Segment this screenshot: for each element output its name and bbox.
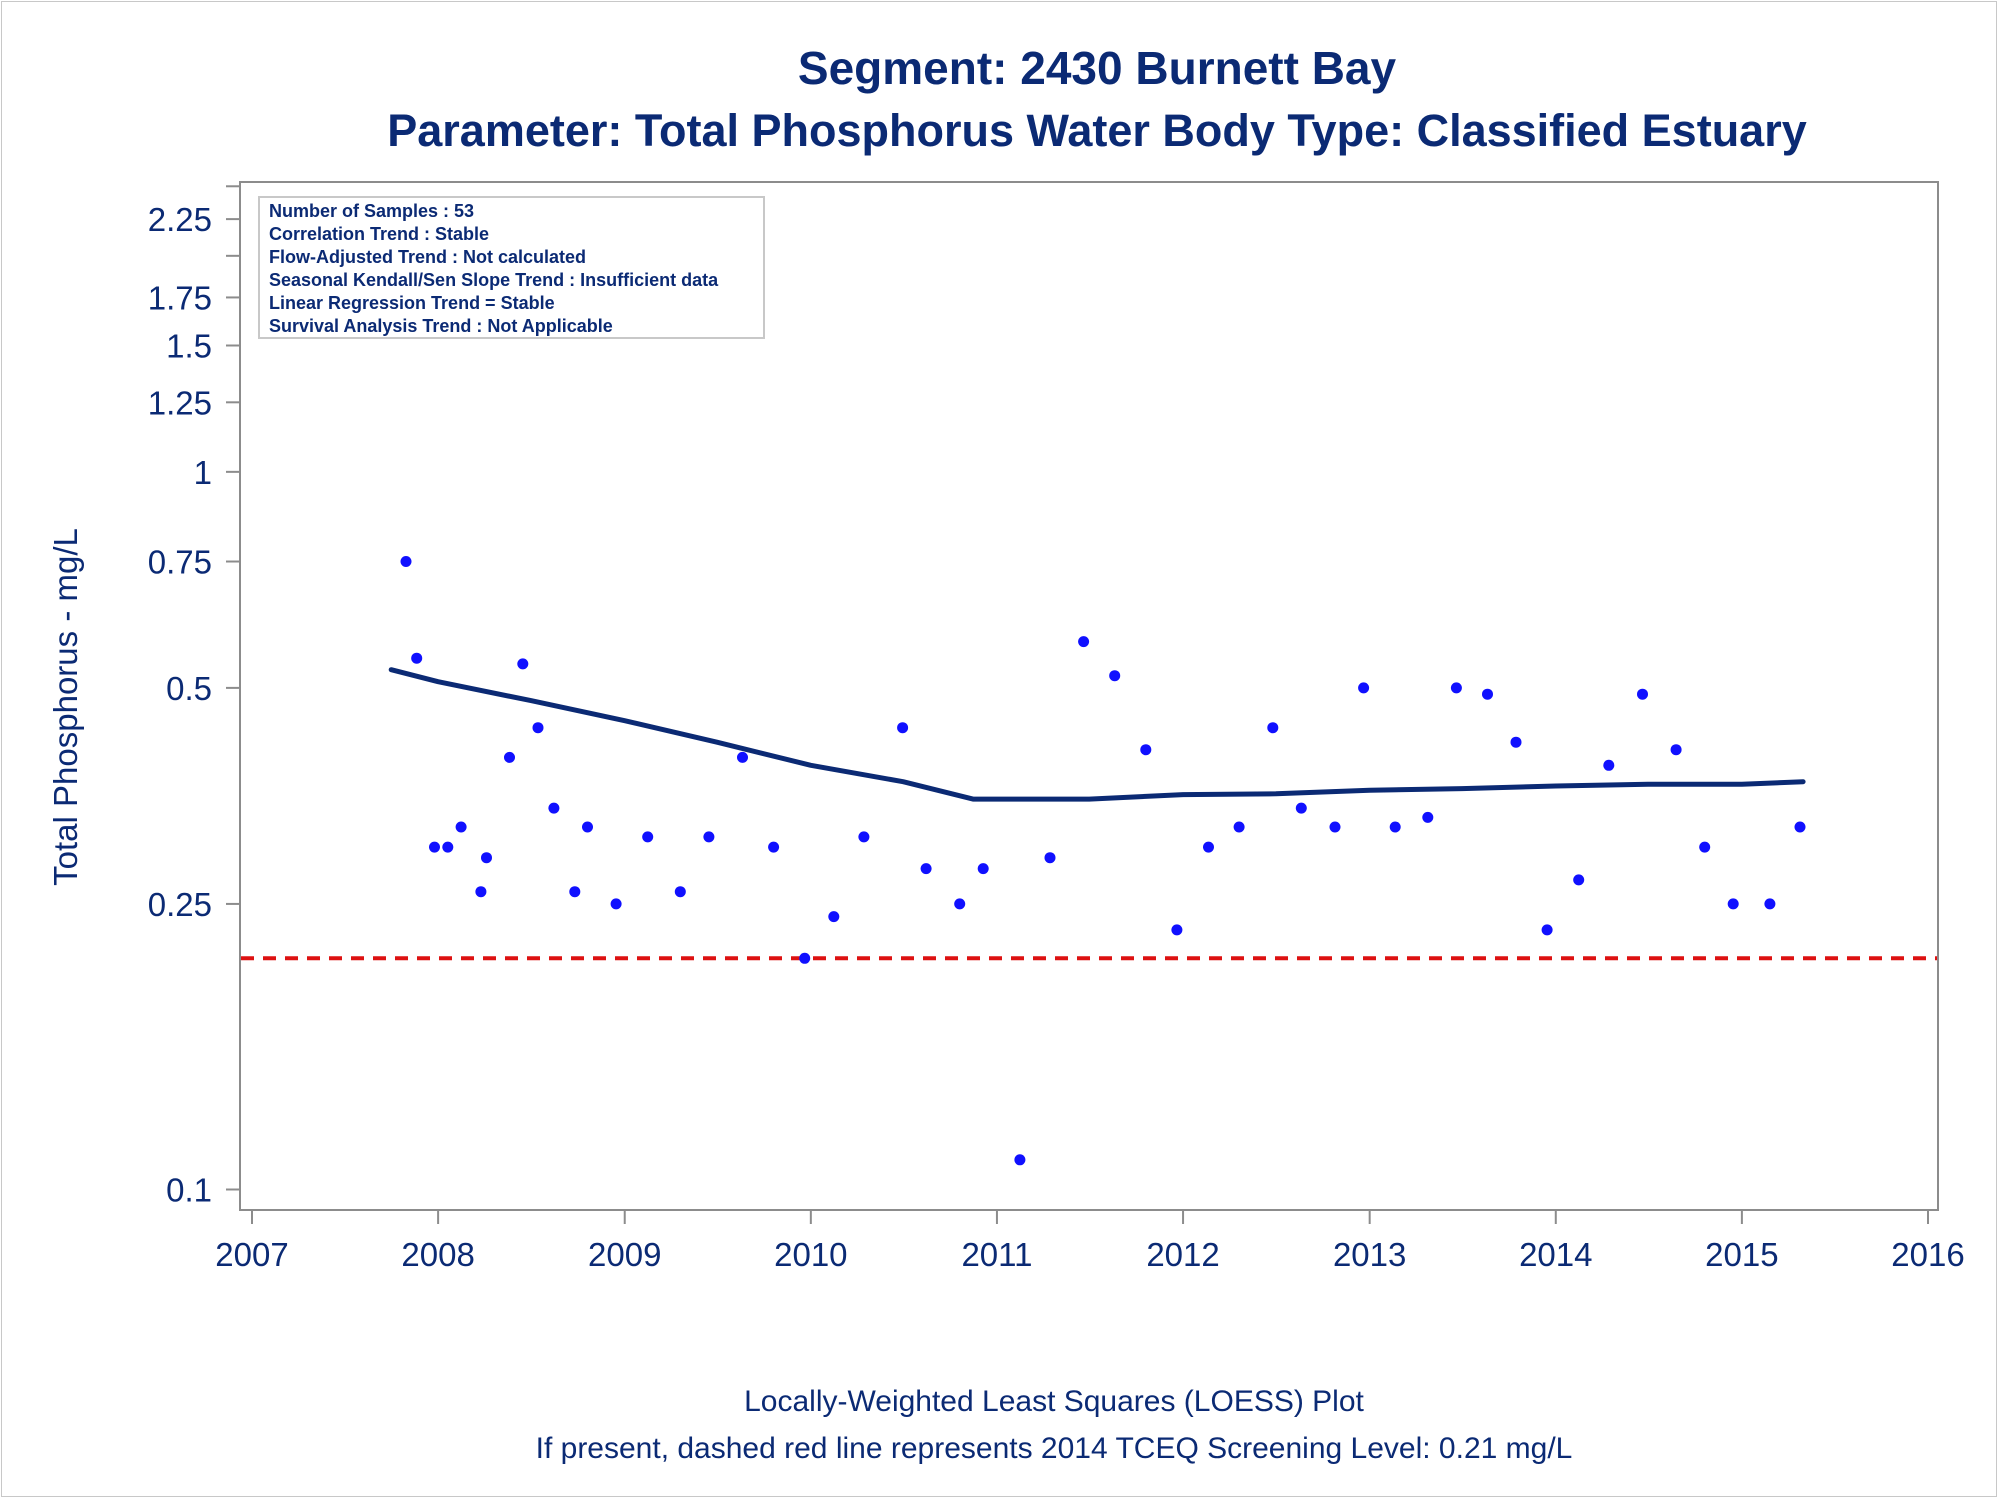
x-tick-label: 2013 — [1333, 1236, 1406, 1273]
data-point — [1603, 759, 1615, 771]
info-survival-analysis-trend: Survival Analysis Trend : Not Applicable — [269, 316, 613, 336]
info-correlation-trend: Correlation Trend : Stable — [269, 224, 489, 244]
data-point — [1510, 736, 1522, 748]
data-point — [799, 952, 811, 964]
data-point — [1203, 841, 1214, 853]
data-point — [674, 886, 686, 898]
data-point — [1329, 821, 1341, 833]
trend-info-box: Number of Samples : 53 Correlation Trend… — [258, 196, 765, 339]
x-tick-label: 2015 — [1705, 1236, 1778, 1273]
data-point — [475, 886, 487, 898]
data-point — [1140, 744, 1152, 756]
data-point — [517, 658, 529, 670]
data-point — [1171, 924, 1183, 936]
y-axis: 0.1 0.25 0.5 0.75 1 1.25 1.5 1.75 2.25 — [148, 185, 241, 1209]
footnote-loess: Locally-Weighted Least Squares (LOESS) P… — [744, 1385, 1364, 1418]
data-point — [1637, 688, 1648, 700]
y-axis-title: Total Phosphorus - mg/L — [47, 528, 84, 886]
info-flow-adjusted-trend: Flow-Adjusted Trend : Not calculated — [269, 247, 586, 267]
chart-title: Segment: 2430 Burnett Bay — [798, 42, 1397, 94]
y-tick-label: 1.75 — [148, 279, 212, 316]
data-point — [569, 886, 581, 898]
data-point — [429, 841, 440, 853]
data-point — [442, 841, 454, 853]
x-tick-label: 2014 — [1519, 1236, 1592, 1273]
y-tick-label: 0.75 — [148, 544, 212, 581]
data-point — [1699, 841, 1711, 853]
data-point — [1573, 874, 1585, 886]
x-tick-label: 2009 — [588, 1236, 661, 1273]
x-tick-label: 2008 — [401, 1236, 474, 1273]
data-point — [1233, 821, 1245, 833]
data-point — [1389, 821, 1401, 833]
data-point — [1267, 722, 1279, 734]
x-axis: 2007 2008 2009 2010 2011 2012 2013 2014 2015 2016 — [215, 1209, 1965, 1273]
info-box-frame — [258, 196, 765, 339]
data-point — [455, 821, 467, 833]
data-point — [703, 831, 715, 843]
data-point — [954, 898, 966, 910]
data-point — [1422, 811, 1434, 823]
y-tick-label: 0.25 — [148, 886, 212, 923]
y-tick-label: 1 — [194, 454, 212, 491]
y-tick-label: 1.25 — [148, 384, 212, 421]
data-point — [411, 652, 423, 664]
data-point — [1450, 682, 1462, 694]
data-point — [1295, 802, 1307, 814]
data-point — [1764, 898, 1776, 910]
data-point — [897, 722, 909, 734]
sample-points — [387, 200, 1806, 1166]
data-point — [400, 556, 412, 567]
data-point — [610, 898, 622, 910]
data-point — [532, 722, 544, 734]
data-point — [1109, 670, 1121, 682]
data-point — [1670, 744, 1682, 756]
info-samples: Number of Samples : 53 — [269, 201, 474, 221]
loess-curve — [388, 667, 1806, 802]
x-tick-label: 2016 — [1891, 1236, 1964, 1273]
chart-subtitle: Parameter: Total Phosphorus Water Body T… — [387, 105, 1807, 156]
data-point — [1044, 852, 1056, 864]
data-point — [1794, 821, 1806, 833]
loess-line — [388, 667, 1806, 802]
data-point — [642, 831, 654, 843]
data-point — [977, 863, 989, 875]
data-point — [1541, 924, 1553, 936]
data-point — [1014, 1154, 1026, 1166]
data-point — [858, 831, 870, 843]
data-point — [1727, 898, 1739, 910]
data-point — [504, 751, 515, 763]
x-tick-label: 2010 — [774, 1236, 847, 1273]
data-point — [1358, 682, 1370, 694]
y-tick-label: 2.25 — [148, 201, 212, 238]
data-point — [1078, 636, 1090, 648]
data-point — [1482, 688, 1493, 700]
y-tick-label: 0.1 — [166, 1172, 212, 1209]
data-point — [828, 911, 840, 923]
data-point — [548, 802, 560, 814]
data-point — [582, 821, 593, 833]
x-tick-label: 2012 — [1146, 1236, 1219, 1273]
x-tick-label: 2011 — [961, 1236, 1032, 1273]
footnote-screening-level: If present, dashed red line represents 2… — [536, 1432, 1573, 1465]
data-point — [768, 841, 780, 853]
y-tick-label: 1.5 — [166, 327, 212, 364]
info-linear-regression-trend: Linear Regression Trend = Stable — [269, 293, 555, 313]
data-point — [920, 863, 932, 875]
info-seasonal-kendall-trend: Seasonal Kendall/Sen Slope Trend : Insuf… — [269, 270, 719, 290]
y-tick-label: 0.5 — [166, 670, 212, 707]
data-point — [737, 751, 748, 763]
x-tick-label: 2007 — [215, 1236, 288, 1273]
data-point — [481, 852, 492, 864]
